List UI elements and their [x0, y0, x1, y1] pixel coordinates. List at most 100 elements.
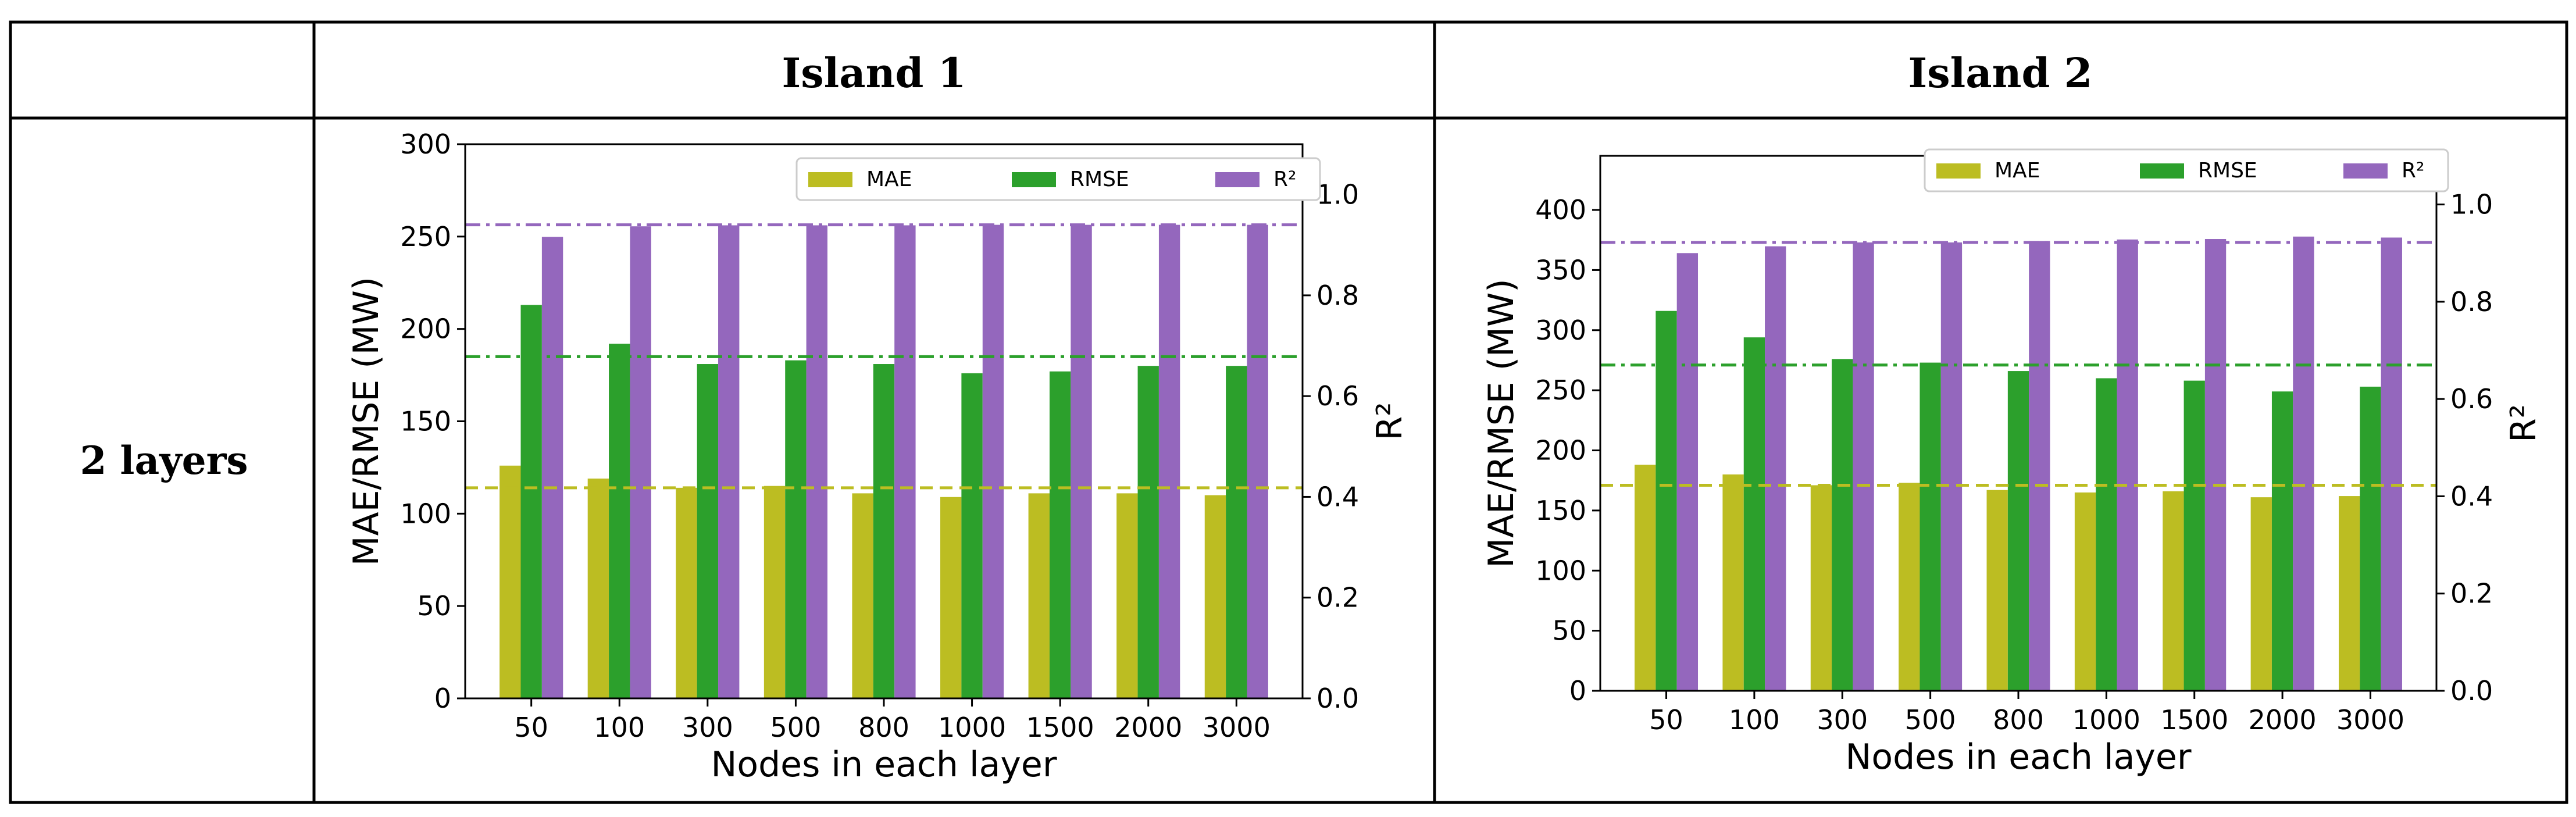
legend: MAE RMSE R² [795, 157, 1321, 201]
x-tick-label-300: 300 [1817, 704, 1868, 736]
bar-rmse-1000 [2096, 378, 2117, 691]
bar-mae-3000 [1204, 495, 1226, 698]
y-tick-label-150: 150 [400, 406, 451, 437]
y2-axis-label: R² [2503, 404, 2544, 443]
y2-tick-label-0.4: 0.4 [1316, 481, 1359, 512]
x-tick-label-2000: 2000 [1114, 712, 1182, 743]
bar-rmse-3000 [1226, 366, 1247, 698]
y-axis-label: MAE/RMSE (MW) [346, 277, 387, 566]
bar-r2-1500 [2204, 239, 2227, 691]
legend: MAE RMSE R² [1924, 148, 2449, 192]
x-tick-label-100: 100 [1729, 704, 1780, 736]
legend-swatch-rmse [2140, 163, 2184, 179]
x-tick-label-1000: 1000 [2072, 704, 2140, 736]
bar-rmse-800 [873, 364, 895, 698]
chart-island-2: 0 50 100 150 200 250 300 350 400 0.0 0.2 0.4 0.6 0.8 1… [1481, 148, 2544, 777]
bar-r2-300 [718, 225, 740, 698]
y-tick-label-50: 50 [417, 590, 451, 622]
y-tick-label-0: 0 [1569, 675, 1586, 707]
row-label-2-layers: 2 layers [80, 438, 248, 483]
legend-swatch-mae [808, 172, 852, 187]
legend-label-rmse: RMSE [1070, 167, 1129, 191]
bar-r2-800 [2029, 241, 2050, 691]
bar-r2-1000 [982, 224, 1004, 699]
bar-mae-3000 [2338, 496, 2360, 691]
y-tick-label-250: 250 [400, 221, 451, 252]
x-tick-label-50: 50 [514, 712, 548, 743]
y2-tick-label-0.6: 0.6 [1316, 380, 1359, 412]
y-tick-label-350: 350 [1535, 254, 1586, 286]
legend-label-r2: R² [2402, 159, 2424, 183]
bar-r2-3000 [2381, 237, 2402, 691]
bar-rmse-50 [520, 305, 542, 698]
bar-r2-2000 [1158, 224, 1180, 699]
y2-tick-label-1.0: 1.0 [1316, 179, 1359, 211]
y-tick-label-300: 300 [1535, 315, 1586, 346]
bar-rmse-1000 [961, 373, 983, 698]
chart-island-1: 0 50 100 150 200 250 300 0.0 0.2 0.4 0.6 0.8 1.0 50 10… [346, 129, 1410, 785]
bar-mae-2000 [1116, 493, 1138, 698]
y2-tick-label-0.8: 0.8 [1316, 280, 1359, 311]
bar-mae-1000 [2074, 492, 2096, 691]
bar-mae-2000 [2250, 497, 2272, 691]
y2-tick-label-1.0: 1.0 [2450, 189, 2493, 220]
bar-mae-100 [587, 478, 609, 698]
y2-tick-label-0.2: 0.2 [1316, 582, 1359, 613]
bar-rmse-500 [1919, 362, 1941, 691]
header-island-1: Island 1 [782, 49, 966, 97]
legend-label-r2: R² [1273, 167, 1296, 191]
bar-mae-1000 [940, 497, 962, 698]
y2-axis-label: R² [1369, 402, 1410, 441]
x-tick-label-800: 800 [858, 712, 909, 743]
header-island-2: Island 2 [1908, 49, 2092, 97]
bar-rmse-2000 [2271, 391, 2293, 691]
bar-r2-2000 [2293, 236, 2314, 691]
legend-swatch-rmse [1012, 172, 1056, 187]
bar-r2-800 [894, 225, 916, 698]
x-tick-label-50: 50 [1649, 704, 1683, 736]
legend-swatch-r2 [2343, 163, 2388, 179]
bar-mae-300 [676, 487, 697, 698]
legend-label-mae: MAE [866, 167, 912, 191]
x-tick-label-300: 300 [682, 712, 733, 743]
bar-r2-300 [1853, 242, 1874, 691]
legend-swatch-r2 [1215, 172, 1260, 187]
bar-rmse-100 [1743, 337, 1765, 691]
y-tick-label-100: 100 [400, 498, 451, 529]
x-tick-label-1000: 1000 [938, 712, 1006, 743]
x-tick-label-3000: 3000 [1203, 712, 1271, 743]
x-tick-label-3000: 3000 [2336, 704, 2404, 736]
bar-rmse-50 [1656, 311, 1677, 691]
y-tick-label-300: 300 [400, 129, 451, 160]
bar-rmse-800 [2007, 371, 2029, 691]
bar-r2-500 [1940, 242, 1963, 691]
bar-mae-50 [1635, 465, 1656, 691]
legend-label-mae: MAE [1995, 159, 2040, 183]
bar-r2-3000 [1247, 224, 1268, 699]
y-tick-label-400: 400 [1535, 194, 1586, 226]
x-tick-label-1500: 1500 [2160, 704, 2228, 736]
y-tick-label-250: 250 [1535, 374, 1586, 406]
bar-mae-800 [1986, 490, 2008, 691]
y-tick-label-50: 50 [1552, 615, 1586, 647]
bar-r2-1500 [1071, 224, 1092, 699]
bar-r2-1000 [2117, 239, 2138, 691]
y2-tick-label-0.4: 0.4 [2450, 480, 2493, 512]
y2-tick-label-0.0: 0.0 [2450, 675, 2493, 707]
bar-mae-500 [1899, 483, 1920, 691]
y-tick-label-200: 200 [400, 313, 451, 345]
bar-r2-50 [541, 237, 563, 699]
bar-r2-100 [1765, 246, 1786, 691]
y2-tick-label-0.2: 0.2 [2450, 578, 2493, 609]
legend-swatch-mae [1936, 163, 1981, 179]
bar-rmse-1500 [2183, 380, 2205, 691]
bar-rmse-3000 [2360, 386, 2381, 691]
x-tick-label-500: 500 [1905, 704, 1956, 736]
bar-mae-800 [852, 493, 873, 698]
y2-tick-label-0.6: 0.6 [2450, 383, 2493, 415]
y2-tick-label-0.8: 0.8 [2450, 286, 2493, 317]
bar-mae-1500 [1028, 493, 1050, 698]
bar-mae-300 [1810, 485, 1832, 691]
x-tick-label-1500: 1500 [1026, 712, 1094, 743]
